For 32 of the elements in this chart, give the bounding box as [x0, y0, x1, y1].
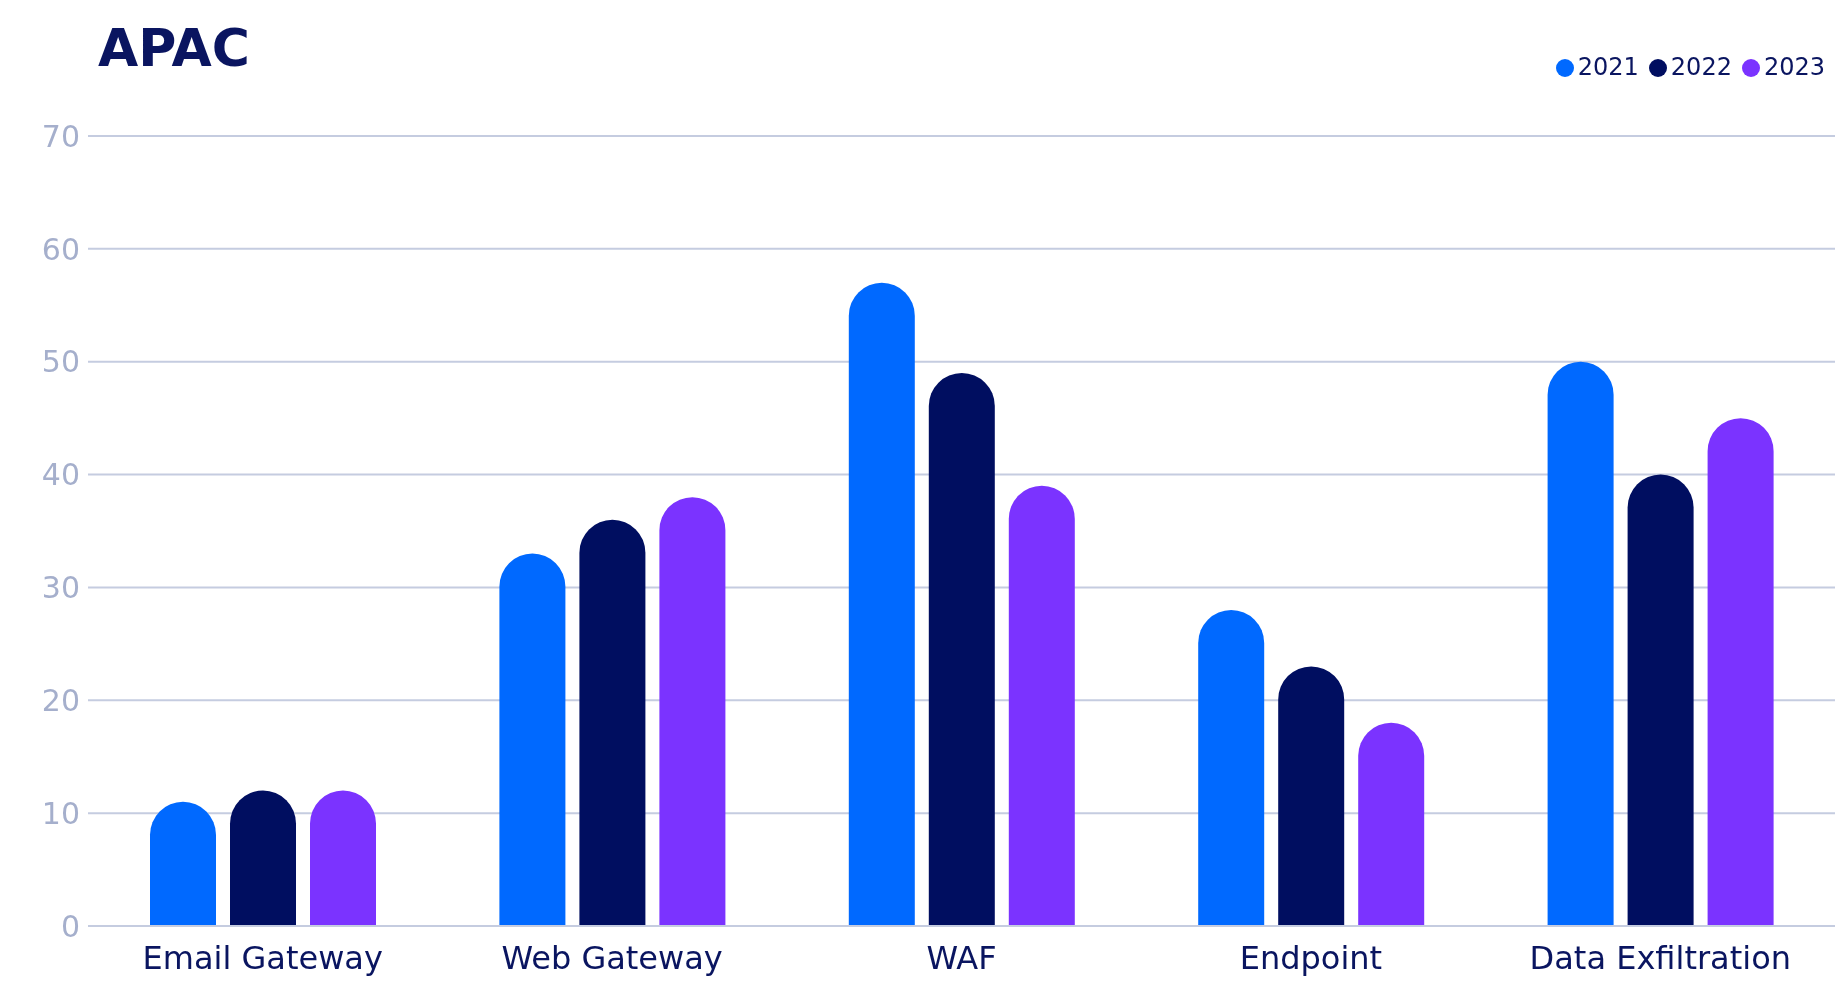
bar: [928, 373, 995, 926]
x-tick-label: Email Gateway: [142, 938, 383, 977]
bar: [1707, 418, 1774, 926]
y-tick-label: 0: [60, 908, 80, 944]
y-tick-label: 60: [41, 231, 80, 267]
bar: [1627, 474, 1694, 926]
y-tick-label: 20: [41, 682, 80, 718]
legend-label: 2023: [1763, 53, 1825, 81]
y-tick-label: 70: [41, 118, 80, 154]
x-tick-label: Data Exfiltration: [1529, 938, 1791, 977]
bar: [659, 497, 726, 926]
bar: [1008, 485, 1075, 926]
legend-label: 2022: [1670, 53, 1732, 81]
legend-label: 2021: [1577, 53, 1639, 81]
y-tick-label: 10: [41, 795, 80, 831]
bar: [1198, 610, 1265, 926]
bar: [848, 282, 915, 926]
chart-title: APAC: [98, 18, 250, 78]
bar: [150, 801, 216, 926]
bar: [310, 790, 376, 926]
bar: [579, 519, 646, 926]
y-tick-label: 40: [41, 457, 80, 493]
bar: [499, 553, 566, 926]
bar: [1358, 722, 1425, 926]
bar: [1547, 361, 1614, 926]
x-tick-label: Web Gateway: [501, 938, 723, 977]
bar: [1278, 666, 1345, 926]
y-tick-label: 30: [41, 570, 80, 606]
y-tick-label: 50: [41, 344, 80, 380]
x-tick-label: WAF: [926, 938, 997, 977]
x-tick-label: Endpoint: [1239, 938, 1383, 977]
bar: [230, 790, 296, 926]
